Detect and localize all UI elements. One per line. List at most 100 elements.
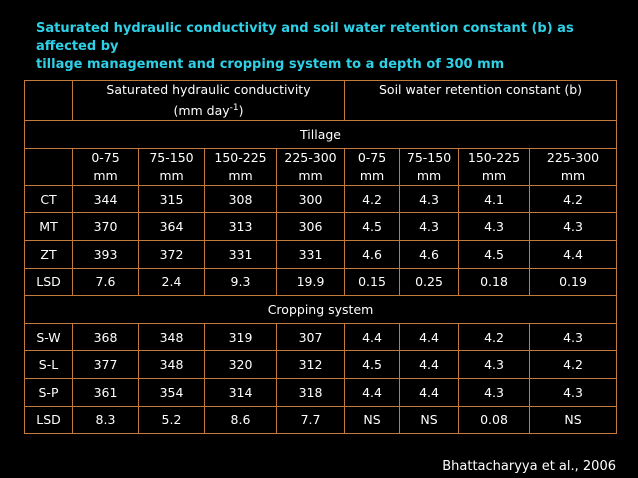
header-row: Saturated hydraulic conductivity (mm day… bbox=[24, 79, 618, 122]
title-line-1: Saturated hydraulic conductivity and soi… bbox=[36, 21, 574, 54]
depth-range-header: 75-150 mm bbox=[399, 147, 460, 186]
value-cell: 4.3 bbox=[529, 212, 618, 241]
value-cell: 4.4 bbox=[344, 377, 401, 407]
value-cell: 4.6 bbox=[344, 239, 401, 269]
depth-range-header: 150-225 mm bbox=[204, 147, 277, 186]
value-cell: 0.08 bbox=[458, 405, 531, 435]
row-label: S-L bbox=[24, 350, 73, 379]
value-cell: NS bbox=[399, 405, 460, 435]
title-line-2: tillage management and cropping system t… bbox=[36, 57, 505, 72]
value-cell: 300 bbox=[275, 184, 346, 214]
value-cell: 393 bbox=[72, 239, 139, 269]
value-cell: 331 bbox=[275, 239, 346, 269]
value-cell: 4.4 bbox=[399, 377, 460, 407]
row-label: LSD bbox=[24, 267, 73, 297]
depth-range-header: 75-150 mm bbox=[138, 147, 205, 186]
value-cell: 306 bbox=[275, 212, 346, 241]
value-cell: 4.3 bbox=[458, 377, 531, 407]
tillage-section-label: Tillage bbox=[23, 120, 618, 149]
table-row: S-P 361 354 314 318 4.4 4.4 4.3 4.3 bbox=[24, 377, 618, 407]
value-cell: 364 bbox=[138, 212, 205, 241]
table-row: LSD 8.3 5.2 8.6 7.7 NS NS 0.08 NS bbox=[24, 405, 618, 435]
value-cell: 4.4 bbox=[399, 350, 460, 379]
value-cell: 4.1 bbox=[458, 184, 531, 214]
value-cell: 4.3 bbox=[458, 212, 531, 241]
citation: Bhattacharyya et al., 2006 bbox=[442, 459, 616, 474]
value-cell: NS bbox=[529, 405, 618, 435]
depth-range-header: 0-75 mm bbox=[344, 147, 401, 186]
value-cell: 377 bbox=[72, 350, 139, 379]
row-label: ZT bbox=[24, 239, 73, 269]
ksat-unit: (mm day-1) bbox=[173, 103, 244, 119]
value-cell: 9.3 bbox=[204, 267, 277, 297]
value-cell: 7.7 bbox=[275, 405, 346, 435]
value-cell: 315 bbox=[138, 184, 205, 214]
value-cell: 0.19 bbox=[529, 267, 618, 297]
value-cell: 4.2 bbox=[529, 184, 618, 214]
table-row: S-L 377 348 320 312 4.5 4.4 4.3 4.2 bbox=[24, 350, 618, 379]
depth-corner-cell bbox=[24, 147, 73, 186]
value-cell: 2.4 bbox=[138, 267, 205, 297]
value-cell: 4.3 bbox=[399, 184, 460, 214]
tillage-body: CT 344 315 308 300 4.2 4.3 4.1 4.2 MT 370 364 313 306… bbox=[24, 184, 618, 297]
value-cell: 308 bbox=[204, 184, 277, 214]
value-cell: 8.6 bbox=[204, 405, 277, 435]
table-row: MT 370 364 313 306 4.5 4.3 4.3 4.3 bbox=[24, 212, 618, 241]
value-cell: 331 bbox=[204, 239, 277, 269]
value-cell: 320 bbox=[204, 350, 277, 379]
slide-title: Saturated hydraulic conductivity and soi… bbox=[36, 20, 616, 74]
b-header: Soil water retention constant (b) bbox=[344, 79, 618, 122]
value-cell: 319 bbox=[204, 322, 277, 352]
value-cell: 314 bbox=[204, 377, 277, 407]
ksat-label: Saturated hydraulic conductivity bbox=[106, 82, 311, 97]
table-row: CT 344 315 308 300 4.2 4.3 4.1 4.2 bbox=[24, 184, 618, 214]
value-cell: 361 bbox=[72, 377, 139, 407]
depth-range-header: 0-75 mm bbox=[72, 147, 139, 186]
ksat-header: Saturated hydraulic conductivity (mm day… bbox=[71, 79, 346, 122]
value-cell: 7.6 bbox=[72, 267, 139, 297]
value-cell: 4.4 bbox=[529, 239, 618, 269]
value-cell: 4.4 bbox=[344, 322, 401, 352]
value-cell: 0.15 bbox=[344, 267, 401, 297]
value-cell: 370 bbox=[72, 212, 139, 241]
row-label: CT bbox=[24, 184, 73, 214]
value-cell: 313 bbox=[204, 212, 277, 241]
value-cell: 312 bbox=[275, 350, 346, 379]
value-cell: 0.18 bbox=[458, 267, 531, 297]
value-cell: 368 bbox=[72, 322, 139, 352]
depth-row: 0-75 mm 75-150 mm 150-225 mm 225-300 mm 0-75 mm 75… bbox=[24, 147, 618, 186]
value-cell: 5.2 bbox=[138, 405, 205, 435]
value-cell: 8.3 bbox=[72, 405, 139, 435]
value-cell: 4.4 bbox=[399, 322, 460, 352]
value-cell: 348 bbox=[138, 350, 205, 379]
value-cell: 0.25 bbox=[399, 267, 460, 297]
depth-range-header: 225-300 mm bbox=[275, 147, 346, 186]
value-cell: 348 bbox=[138, 322, 205, 352]
depth-range-header: 225-300 mm bbox=[529, 147, 618, 186]
value-cell: 354 bbox=[138, 377, 205, 407]
value-cell: 4.2 bbox=[458, 322, 531, 352]
value-cell: 318 bbox=[275, 377, 346, 407]
value-cell: 4.2 bbox=[529, 350, 618, 379]
row-label: S-W bbox=[24, 322, 73, 352]
value-cell: 4.5 bbox=[344, 212, 401, 241]
value-cell: 4.5 bbox=[344, 350, 401, 379]
value-cell: 4.3 bbox=[529, 322, 618, 352]
value-cell: 4.6 bbox=[399, 239, 460, 269]
corner-cell bbox=[24, 79, 73, 122]
value-cell: 344 bbox=[72, 184, 139, 214]
value-cell: 4.3 bbox=[399, 212, 460, 241]
row-label: S-P bbox=[24, 377, 73, 407]
row-label: LSD bbox=[24, 405, 73, 435]
cropping-body: S-W 368 348 319 307 4.4 4.4 4.2 4.3 S-L 377 348 320 3… bbox=[24, 322, 618, 435]
value-cell: 372 bbox=[138, 239, 205, 269]
depth-range-header: 150-225 mm bbox=[458, 147, 531, 186]
value-cell: 19.9 bbox=[275, 267, 346, 297]
value-cell: NS bbox=[344, 405, 401, 435]
value-cell: 4.2 bbox=[344, 184, 401, 214]
value-cell: 307 bbox=[275, 322, 346, 352]
table-row: S-W 368 348 319 307 4.4 4.4 4.2 4.3 bbox=[24, 322, 618, 352]
table-row: LSD 7.6 2.4 9.3 19.9 0.15 0.25 0.18 0.19 bbox=[24, 267, 618, 297]
cropping-section-row: Cropping system bbox=[23, 295, 618, 324]
value-cell: 4.3 bbox=[458, 350, 531, 379]
